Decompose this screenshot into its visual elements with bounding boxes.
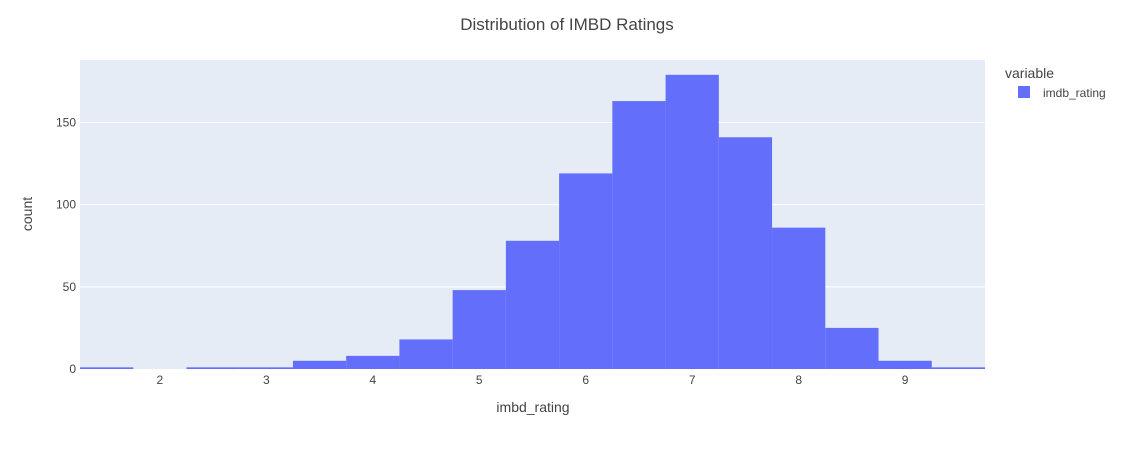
y-tick-label: 100 <box>56 198 76 212</box>
chart-title: Distribution of IMBD Ratings <box>460 15 674 34</box>
histogram-bar[interactable] <box>346 355 400 369</box>
bars <box>80 74 985 370</box>
histogram-bar[interactable] <box>292 360 347 369</box>
histogram-bar[interactable] <box>559 173 613 369</box>
histogram-bar[interactable] <box>80 367 134 369</box>
legend-swatch-imdb-rating[interactable] <box>1018 86 1030 98</box>
histogram-bar[interactable] <box>718 137 773 369</box>
histogram-bar[interactable] <box>825 327 879 369</box>
histogram-bar[interactable] <box>452 290 506 369</box>
x-tick-label: 3 <box>263 373 270 387</box>
x-tick-label: 7 <box>689 373 696 387</box>
histogram-bar[interactable] <box>665 74 719 370</box>
x-axis-title: imbd_rating <box>496 399 569 415</box>
y-tick-label: 50 <box>63 280 77 294</box>
histogram-bar[interactable] <box>878 360 932 369</box>
x-tick-label: 8 <box>795 373 802 387</box>
y-axis-title: count <box>19 197 35 231</box>
histogram-bar[interactable] <box>505 240 560 369</box>
histogram-bar[interactable] <box>931 367 985 369</box>
x-tick-label: 6 <box>582 373 589 387</box>
y-axis-ticks: 0 50 100 150 <box>56 115 76 376</box>
histogram-bar[interactable] <box>772 227 826 369</box>
x-tick-label: 5 <box>476 373 483 387</box>
histogram-bar[interactable] <box>186 367 240 369</box>
x-axis-ticks: 2 3 4 5 6 7 8 9 <box>157 373 909 387</box>
legend[interactable]: variable imdb_rating <box>1005 65 1106 100</box>
legend-title: variable <box>1005 65 1054 81</box>
legend-label-imdb-rating[interactable]: imdb_rating <box>1043 86 1106 100</box>
y-tick-label: 0 <box>69 362 76 376</box>
histogram-bar[interactable] <box>239 367 293 369</box>
histogram-bar[interactable] <box>612 101 666 369</box>
x-tick-label: 4 <box>369 373 376 387</box>
y-tick-label: 150 <box>56 115 76 129</box>
histogram-bar[interactable] <box>399 339 453 369</box>
x-tick-label: 2 <box>157 373 164 387</box>
x-tick-label: 9 <box>902 373 909 387</box>
